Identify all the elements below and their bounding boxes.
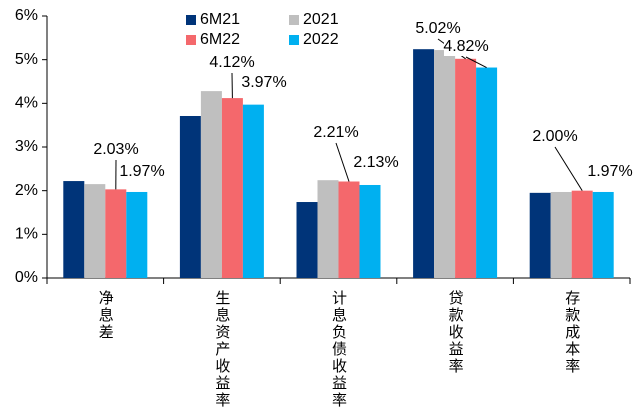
bar [126, 191, 148, 278]
label-bg [416, 20, 460, 38]
x-tick-label: 贷款收益率 [447, 290, 465, 375]
bar [105, 189, 127, 278]
label-bg [210, 54, 254, 72]
y-tick-label: 5% [15, 51, 38, 68]
bar [84, 184, 106, 278]
bar [529, 192, 551, 278]
bar [550, 191, 572, 278]
legend-label: 2022 [303, 31, 339, 48]
bar [317, 180, 339, 278]
label-bg [120, 163, 164, 181]
data-label: 1.97% [119, 163, 164, 180]
label-bg [444, 38, 488, 56]
label-bg [314, 124, 358, 142]
data-label: 4.82% [443, 38, 488, 55]
data-label: 2.13% [353, 154, 398, 171]
data-label: 2.21% [313, 124, 358, 141]
bar [592, 191, 614, 278]
legend-label: 6M22 [200, 31, 240, 48]
x-tick-label: 净息差 [97, 290, 115, 341]
data-label: 2.00% [532, 128, 577, 145]
bar [455, 58, 477, 278]
y-tick-label: 0% [15, 269, 38, 286]
bar [63, 181, 85, 278]
legend-swatch [186, 35, 196, 45]
bar [359, 184, 381, 278]
label-bg [94, 141, 138, 159]
data-label: 2.03% [93, 141, 138, 158]
label-bg [588, 163, 632, 181]
bar [434, 50, 456, 279]
y-tick-label: 3% [15, 138, 38, 155]
data-label: 3.97% [241, 74, 286, 91]
data-label: 1.97% [587, 163, 632, 180]
bar [413, 49, 435, 278]
leader-line [554, 146, 583, 191]
data-label: 4.12% [209, 54, 254, 71]
y-tick-label: 4% [15, 95, 38, 112]
legend-label: 6M21 [200, 11, 240, 28]
bar [338, 181, 360, 278]
legend-label: 2021 [303, 11, 339, 28]
x-tick-label: 生息资产收益率 [213, 290, 231, 409]
x-tick-label: 计息负债收益率 [330, 290, 348, 409]
y-tick-label: 6% [15, 7, 38, 24]
y-tick-label: 2% [15, 182, 38, 199]
label-bg [533, 128, 577, 146]
y-tick-label: 1% [15, 226, 38, 243]
legend-swatch [289, 15, 299, 25]
label-bg [242, 74, 286, 92]
bar [571, 190, 593, 278]
legend-swatch [186, 15, 196, 25]
x-tick-label: 存款成本率 [563, 290, 581, 375]
bar [242, 104, 264, 278]
data-label: 5.02% [415, 20, 460, 37]
legend-swatch [289, 35, 299, 45]
bar [179, 115, 201, 278]
bar [476, 67, 498, 278]
bar [200, 91, 222, 279]
leader-line [335, 142, 350, 182]
label-bg [354, 154, 398, 172]
bar [221, 98, 243, 279]
bar [296, 202, 318, 278]
leader-line [465, 56, 487, 68]
